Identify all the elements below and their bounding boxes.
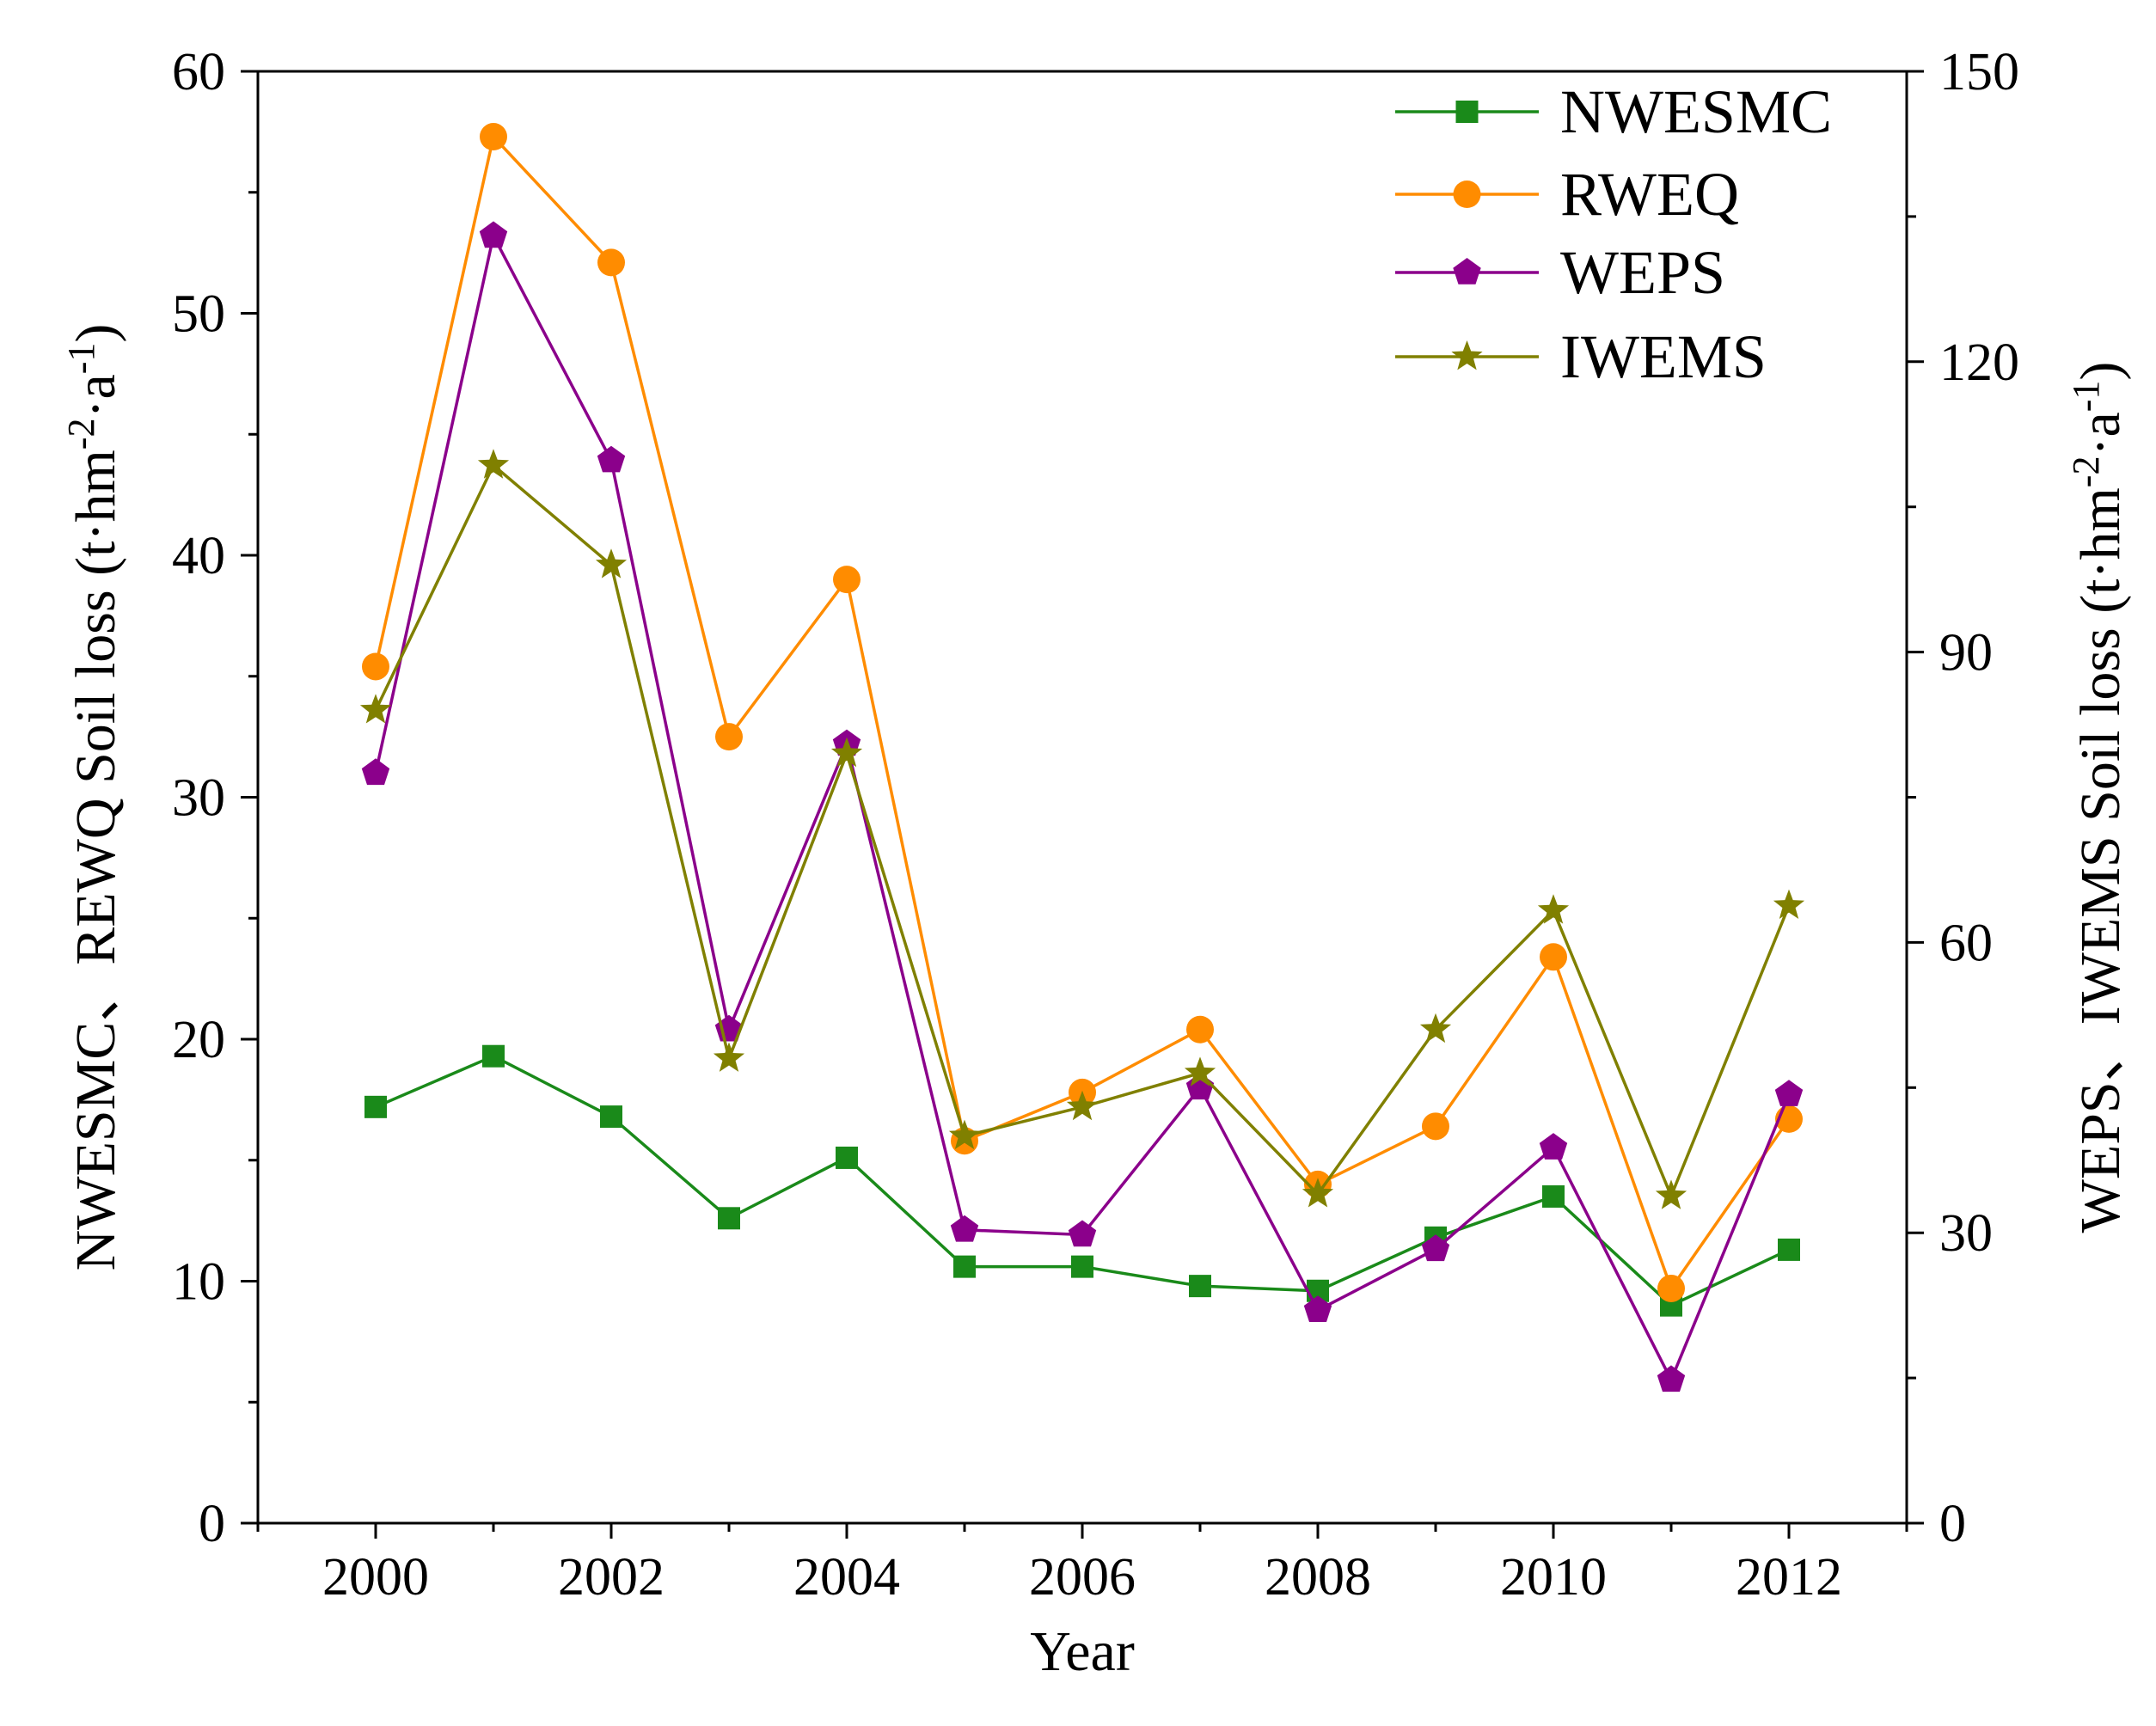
unit-part: -1 [60,343,102,375]
y-left-tick-label: 0 [199,1495,225,1553]
data-point-weps [597,445,626,473]
data-point-rweq [1422,1112,1449,1141]
x-tick-label: 2006 [1029,1548,1136,1607]
x-tick-label: 2000 [322,1548,429,1607]
legend-marker-iwems [1451,340,1483,370]
data-point-nwesmc [482,1044,505,1068]
data-point-weps [1068,1220,1097,1247]
legend-label-weps: WEPS [1560,238,1725,307]
data-point-nwesmc [600,1105,622,1129]
x-tick-label: 2012 [1736,1548,1842,1607]
data-point-rweq [833,566,861,594]
data-point-iwems [1537,894,1570,924]
series-line-weps [374,231,1791,1384]
data-point-iwems [1773,889,1805,919]
y-right-axis-title: WEPS、IWEMS Soil loss (t·hm-2·a-1) [2065,362,2133,1233]
unit-part: ) [2069,362,2132,381]
unit-part: -1 [2065,381,2107,413]
unit-part: WEPS、IWEMS Soil loss (t·hm [2069,487,2132,1233]
x-tick-label: 2004 [793,1548,900,1607]
data-point-rweq [715,723,743,751]
data-point-iwems [1184,1056,1216,1086]
legend-marker-nwesmc [1455,101,1479,123]
legend-label-iwems: IWEMS [1560,322,1767,391]
data-point-weps [950,1215,979,1242]
data-point-rweq [480,123,507,151]
y-left-tick-label: 40 [172,527,225,585]
data-point-rweq [1540,943,1567,971]
data-point-rweq [362,652,389,681]
data-point-nwesmc [364,1095,387,1118]
y-left-tick-label: 50 [172,285,225,344]
unit-part: ·a [2069,412,2132,456]
data-point-iwems [359,694,392,724]
y-right-tick-label: 0 [1939,1495,1966,1553]
data-point-iwems [1302,1178,1334,1208]
data-point-rweq [1657,1274,1685,1302]
data-point-nwesmc [1778,1238,1800,1261]
data-point-iwems [713,1042,745,1072]
y-left-tick-label: 10 [172,1253,225,1312]
x-axis-title: Year [1030,1620,1135,1683]
data-point-weps [1774,1080,1804,1106]
unit-part: -2 [2065,456,2107,488]
x-tick-label: 2002 [558,1548,665,1607]
y-right-tick-label: 120 [1939,334,2019,392]
series-line-rweq [374,133,1791,1292]
data-point-iwems [1419,1013,1452,1044]
data-point-nwesmc [953,1255,976,1278]
x-tick-label: 2010 [1500,1548,1607,1607]
data-point-nwesmc [836,1146,858,1169]
unit-part: ·a [64,374,127,418]
data-point-nwesmc [718,1207,740,1230]
data-point-iwems [830,737,863,768]
y-left-tick-label: 60 [172,43,225,101]
legend-marker-rweq [1453,181,1481,208]
data-point-iwems [948,1119,981,1149]
data-point-weps [479,221,508,248]
data-point-iwems [477,449,510,479]
data-point-nwesmc [1542,1184,1565,1208]
y-right-tick-label: 60 [1939,914,1993,972]
legend-label-rweq: RWEQ [1560,160,1739,229]
data-point-iwems [1655,1179,1687,1209]
data-point-nwesmc [1189,1275,1211,1298]
y-left-axis-title: NWESMC、REWQ Soil loss (t·hm-2·a-1) [60,324,128,1271]
legend-marker-weps [1453,258,1481,285]
x-tick-label: 2008 [1265,1548,1371,1607]
data-point-iwems [595,548,628,578]
unit-part: ) [64,324,127,343]
data-point-weps [361,758,390,786]
data-point-rweq [597,248,625,277]
y-right-tick-label: 30 [1939,1204,1993,1263]
data-point-rweq [1186,1015,1214,1044]
data-point-weps [1303,1295,1332,1322]
y-right-tick-label: 150 [1939,43,2019,101]
data-point-weps [1657,1365,1686,1392]
legend-label-nwesmc: NWESMC [1560,77,1832,146]
y-left-tick-label: 20 [172,1011,225,1069]
data-point-weps [1539,1133,1568,1160]
data-point-weps [1421,1234,1450,1262]
data-point-iwems [1066,1090,1099,1121]
unit-part: -2 [60,419,102,450]
y-right-tick-label: 90 [1939,624,1993,682]
unit-part: NWESMC、REWQ Soil loss (t·hm [64,450,127,1270]
data-point-nwesmc [1071,1255,1093,1278]
y-left-tick-label: 30 [172,769,225,828]
